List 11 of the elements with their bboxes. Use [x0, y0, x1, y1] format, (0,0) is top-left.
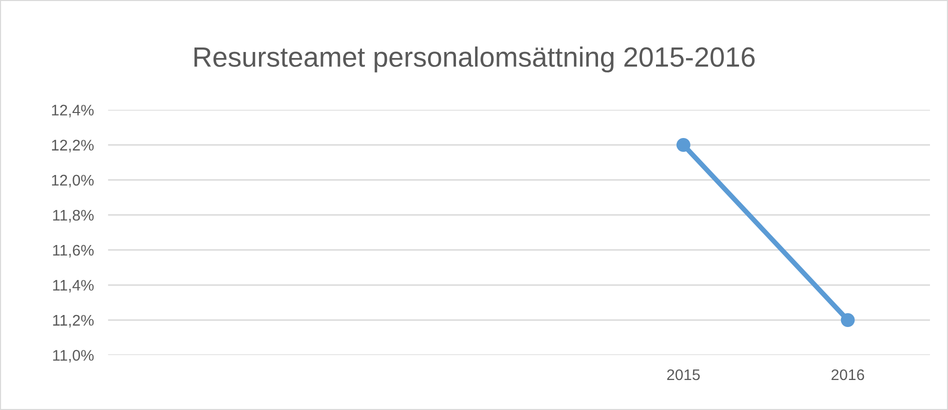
x-tick-label: 2015 — [667, 369, 700, 380]
chart-title: Resursteamet personalomsättning 2015-2016 — [194, 46, 755, 72]
y-tick-label: 12,0% — [52, 174, 94, 188]
y-tick-label: 11,4% — [53, 280, 94, 292]
y-tick-label: 11,6% — [53, 244, 94, 258]
x-tick-label: 2016 — [832, 369, 864, 380]
y-tick-label: 12,4% — [52, 104, 94, 118]
y-tick-label: 12,2% — [52, 140, 94, 152]
y-tick-label: 11,8% — [53, 210, 94, 222]
y-tick-label: 11,2% — [53, 314, 94, 328]
y-tick-label: 11,0% — [53, 350, 94, 363]
